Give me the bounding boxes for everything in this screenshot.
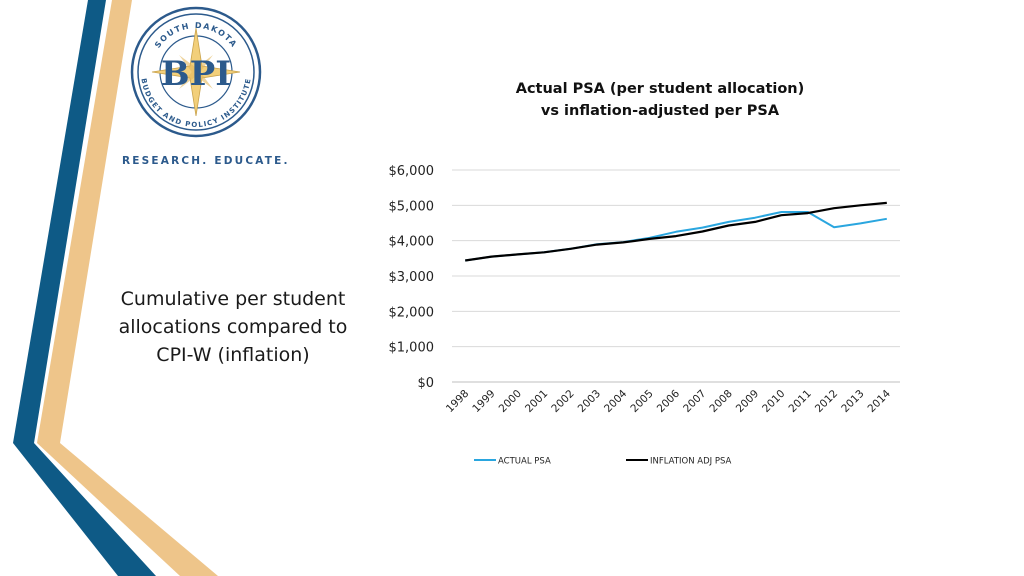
- x-tick-label: 2001: [523, 388, 550, 415]
- x-tick-label: 2005: [628, 388, 655, 415]
- chart-title: Actual PSA (per student allocation) vs i…: [460, 78, 860, 122]
- y-tick-label: $1,000: [389, 341, 435, 356]
- navy-stripe: [13, 0, 106, 443]
- y-tick-label: $3,000: [389, 270, 435, 285]
- y-tick-label: $2,000: [389, 305, 435, 320]
- chart-title-line-2: vs inflation-adjusted per PSA: [540, 103, 780, 119]
- y-tick-label: $4,000: [389, 235, 435, 250]
- x-tick-label: 1998: [444, 388, 471, 415]
- tagline: RESEARCH. EDUCATE.: [122, 155, 290, 167]
- x-tick-label: 2002: [549, 388, 576, 415]
- x-tick-label: 2000: [497, 388, 524, 415]
- x-tick-label: 2006: [655, 387, 683, 415]
- x-tick-label: 2009: [734, 388, 761, 415]
- x-tick-label: 2011: [786, 388, 813, 415]
- x-tick-label: 2012: [813, 388, 840, 415]
- navy-stripe-lower: [13, 443, 156, 576]
- x-tick-label: 2003: [576, 388, 603, 415]
- x-tick-label: 2014: [866, 387, 894, 415]
- chart-title-line-1: Actual PSA (per student allocation): [515, 81, 805, 97]
- x-tick-label: 2008: [707, 388, 734, 415]
- legend-label-1: ACTUAL PSA: [498, 457, 551, 467]
- tan-stripe: [37, 0, 132, 443]
- y-tick-label: $0: [417, 376, 434, 391]
- bpi-logo: SOUTH DAKOTA BUDGET AND POLICY INSTITUTE…: [130, 6, 262, 138]
- y-tick-label: $6,000: [389, 164, 435, 179]
- legend-label-2: INFLATION ADJ PSA: [650, 457, 732, 467]
- side-caption: Cumulative per student allocations compa…: [118, 288, 348, 366]
- logo-initials: BPI: [161, 54, 231, 94]
- x-tick-label: 2013: [839, 388, 866, 415]
- series-line-2: [465, 201, 887, 262]
- x-tick-label: 2010: [760, 388, 787, 415]
- tan-stripe-lower: [37, 443, 218, 576]
- x-tick-label: 1999: [470, 388, 497, 415]
- y-tick-label: $5,000: [389, 199, 435, 214]
- decorative-stripes: [13, 0, 218, 576]
- x-tick-label: 2007: [681, 388, 708, 415]
- x-tick-label: 2004: [602, 387, 630, 415]
